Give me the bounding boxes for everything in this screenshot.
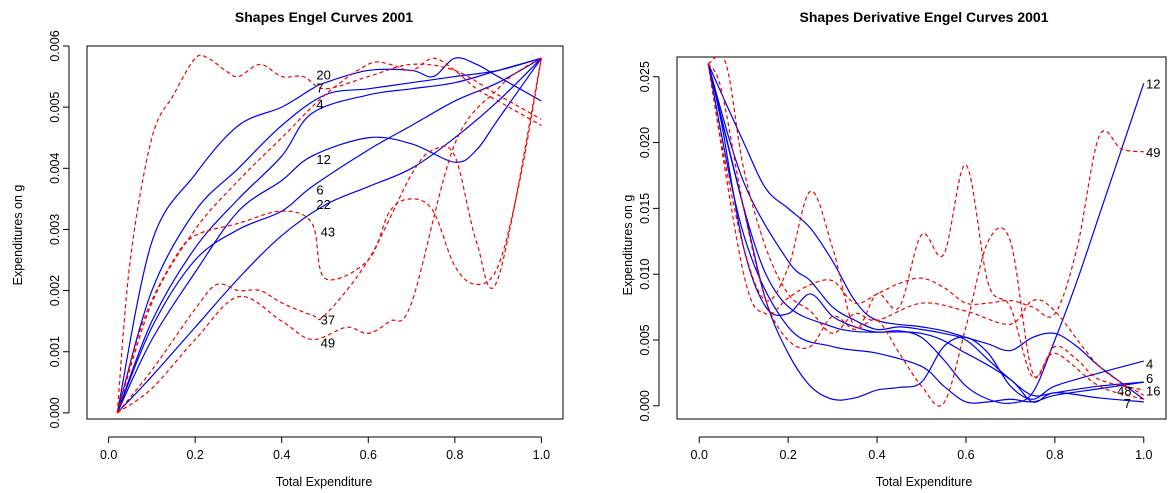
chart-title: Shapes Derivative Engel Curves 2001 <box>799 9 1048 25</box>
series-line-22 <box>116 57 542 414</box>
plot-frame <box>86 45 564 420</box>
curve-label-6: 6 <box>1146 371 1153 386</box>
curve-label-49: 49 <box>321 336 335 351</box>
series-line-7 <box>116 57 542 414</box>
series-line-red-b <box>707 63 1144 407</box>
curve-label-49: 49 <box>1146 145 1160 160</box>
series-line-12 <box>116 57 542 414</box>
y-tick-label: 0.005 <box>638 324 652 355</box>
series-line-red-c <box>707 57 1145 396</box>
x-tick-label: 0.6 <box>957 448 974 462</box>
y-tick-label: 0.006 <box>48 30 62 61</box>
plot-area <box>707 57 1145 407</box>
curve-label-16: 16 <box>1146 384 1160 399</box>
x-tick-label: 1.0 <box>1135 448 1152 462</box>
curve-label-4: 4 <box>316 97 323 112</box>
x-tick-label: 0.0 <box>691 448 708 462</box>
series-line-6 <box>707 63 1144 397</box>
series-line-red-upper-b <box>116 57 542 414</box>
curve-label-48: 48 <box>1117 384 1131 399</box>
x-tick-label: 1.0 <box>533 448 550 462</box>
series-line-48 <box>707 63 1144 401</box>
series-line-7 <box>707 63 1144 403</box>
curve-labels: 12 46 48 16 7 49 <box>1117 76 1160 411</box>
x-tick-label: 0.8 <box>446 448 463 462</box>
curve-label-12: 12 <box>1146 76 1160 91</box>
curve-label-12: 12 <box>316 152 330 167</box>
x-axis-label: Total Expenditure <box>276 475 373 489</box>
y-tick-label: 0.005 <box>48 91 62 122</box>
y-tick-label: 0.001 <box>48 336 62 367</box>
x-tick-label: 0.4 <box>273 448 290 462</box>
plot-area <box>116 54 542 414</box>
series-line-43 <box>116 58 542 414</box>
x-tick-label: 0.0 <box>100 448 117 462</box>
x-tick-label: 0.2 <box>186 448 203 462</box>
engel-curves-chart: Shapes Engel Curves 2001 Total Expenditu… <box>11 9 564 489</box>
series-line-16 <box>707 63 1144 404</box>
series-line-12 <box>707 63 1145 405</box>
x-tick-label: 0.8 <box>1046 448 1063 462</box>
chart-title: Shapes Engel Curves 2001 <box>235 9 413 25</box>
x-tick-label: 0.4 <box>868 448 885 462</box>
series-line-49 <box>116 57 542 414</box>
curve-label-43: 43 <box>321 224 335 239</box>
curve-label-4: 4 <box>1146 357 1153 372</box>
curve-label-22: 22 <box>316 197 330 212</box>
curve-label-7: 7 <box>1124 396 1131 411</box>
series-line-4 <box>707 63 1145 400</box>
y-axis-label: Expenditures on g <box>621 195 635 296</box>
y-axis-label: Expenditures on g <box>11 185 25 286</box>
x-tick-label: 0.2 <box>779 448 796 462</box>
curve-label-6: 6 <box>316 183 323 198</box>
curve-label-7: 7 <box>316 81 323 96</box>
x-tick-label: 0.6 <box>360 448 377 462</box>
y-tick-label: 0.003 <box>48 214 62 245</box>
y-tick-label: 0.010 <box>638 259 652 290</box>
y-tick-label: 0.025 <box>638 61 652 92</box>
series-line-20 <box>116 57 542 414</box>
y-tick-label: 0.000 <box>48 397 62 428</box>
series-line-red-upper-a <box>116 54 542 413</box>
series-line-49 <box>707 63 1144 318</box>
plot-frame <box>676 56 1167 420</box>
series-line-6 <box>116 57 542 414</box>
curve-label-20: 20 <box>316 68 330 83</box>
axis-ticks: 0.0 0.2 0.4 0.6 0.8 1.0 0.000 0.001 0.002 0.003 0.… <box>48 30 564 462</box>
derivative-engel-curves-chart: Shapes Derivative Engel Curves 2001 Tota… <box>621 9 1167 489</box>
series-line-4 <box>116 57 542 414</box>
y-tick-label: 0.020 <box>638 127 652 158</box>
y-tick-label: 0.015 <box>638 193 652 224</box>
x-axis-label: Total Expenditure <box>876 475 973 489</box>
y-tick-label: 0.002 <box>48 275 62 306</box>
series-line-37 <box>116 58 542 414</box>
axis-ticks: 0.0 0.2 0.4 0.6 0.8 1.0 0.000 0.005 0.010 0.015 0.… <box>638 56 1167 462</box>
y-tick-label: 0.000 <box>638 390 652 421</box>
y-tick-label: 0.004 <box>48 153 62 184</box>
curve-label-37: 37 <box>321 312 335 327</box>
